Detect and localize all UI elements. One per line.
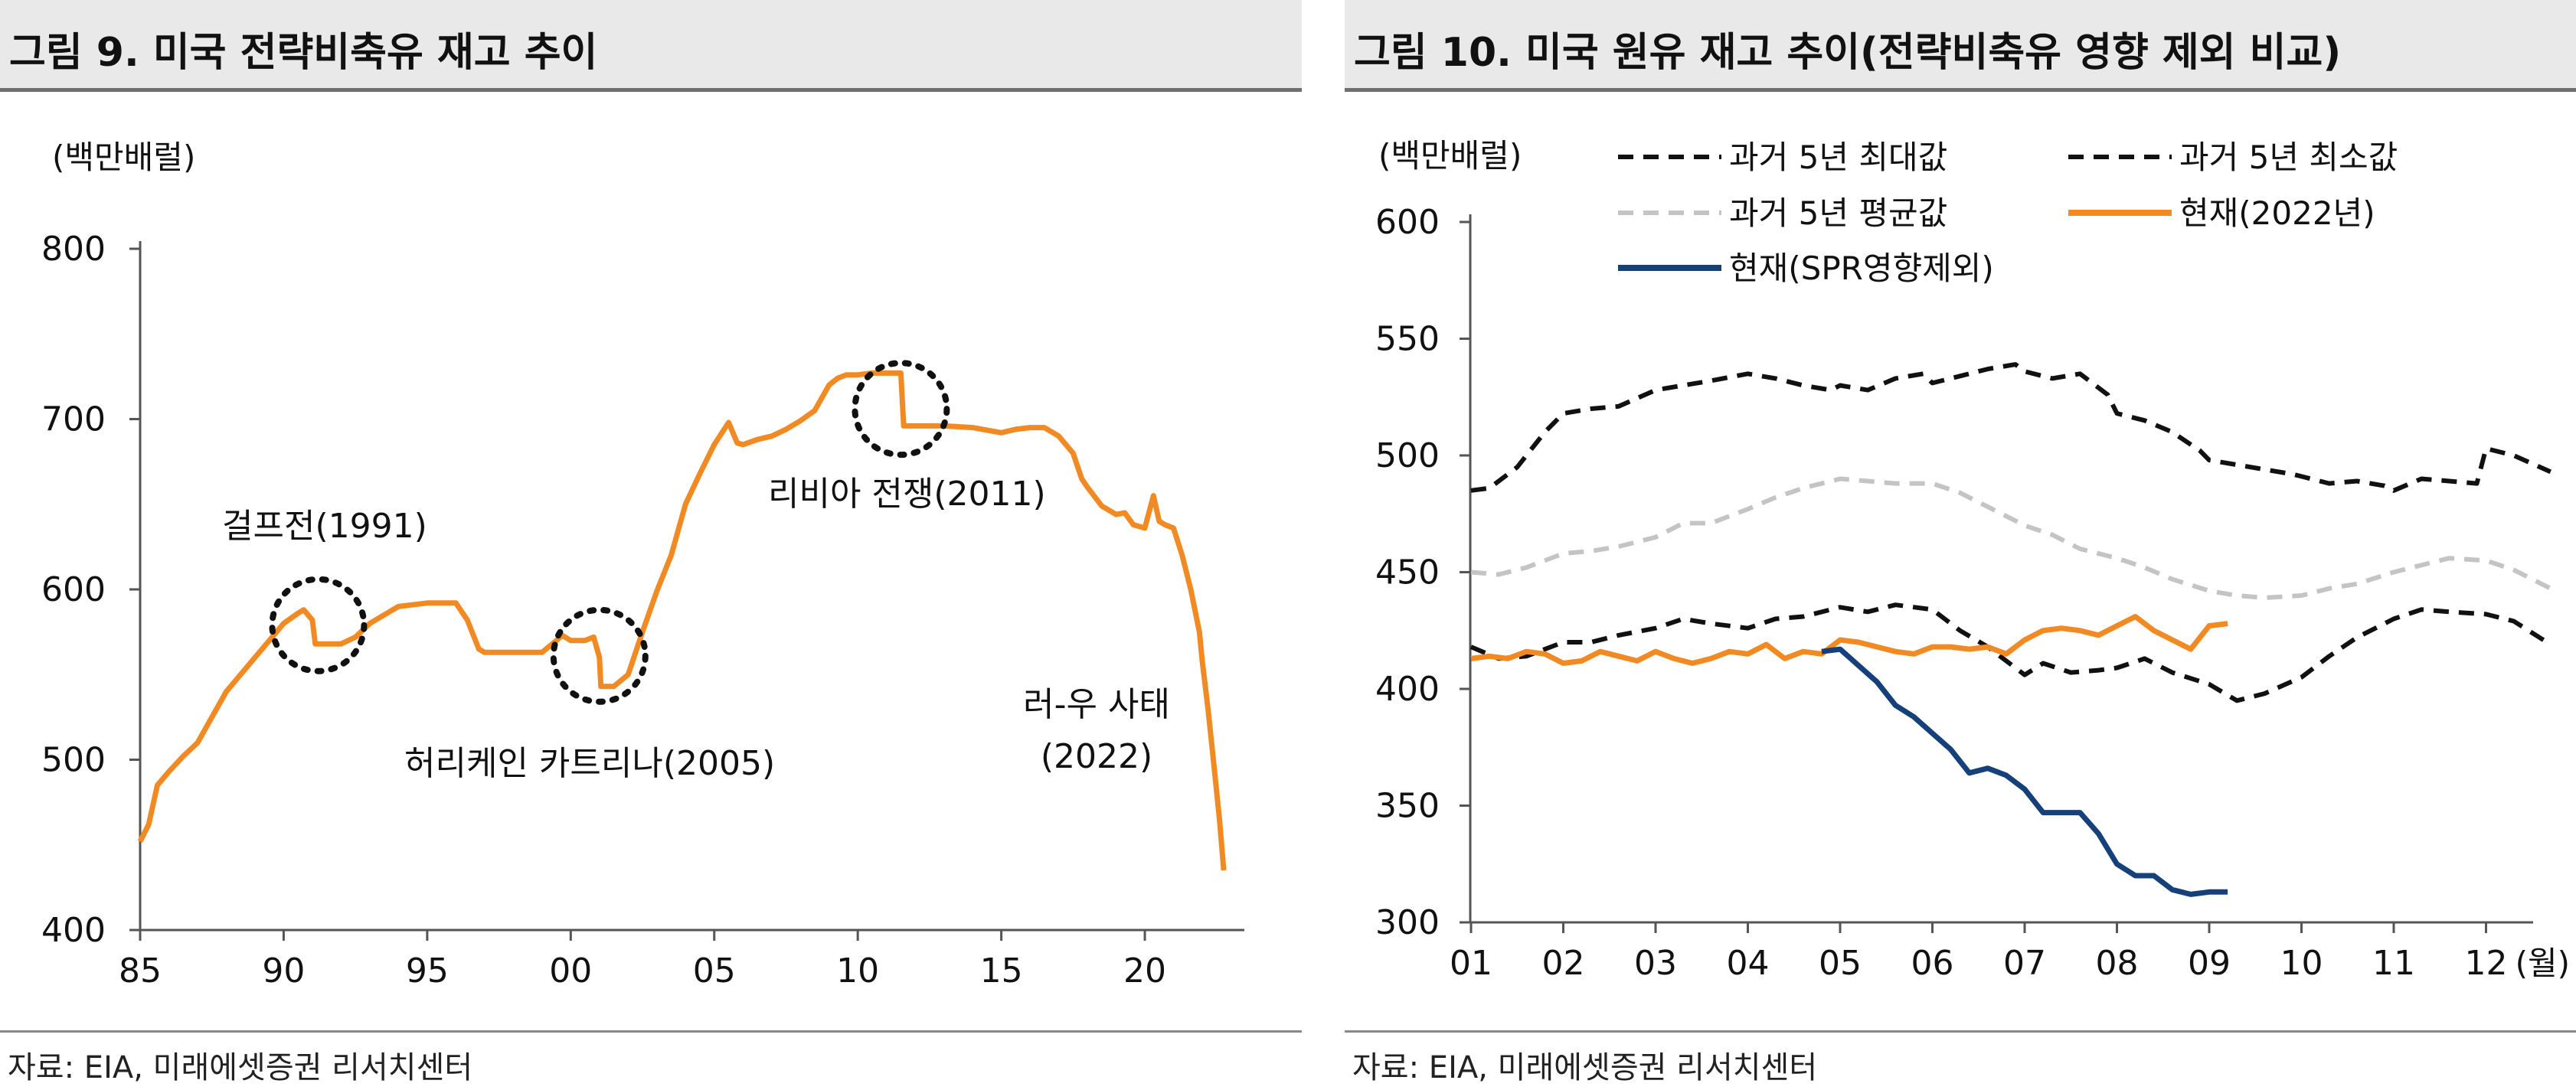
x-tick-label: 12 <box>2465 944 2508 983</box>
left-title-bar: 그림 9. 미국 전략비축유 재고 추이 <box>0 0 1302 92</box>
legend-label: 현재(SPR영향제외) <box>1729 250 1994 287</box>
x-tick-label: 90 <box>262 951 305 990</box>
x-tick-label: 08 <box>2096 944 2139 983</box>
x-tick-label: 02 <box>1542 944 1585 983</box>
left-chart-panel: 그림 9. 미국 전략비축유 재고 추이 400 500 600 700 800 85 90… <box>0 0 1302 1085</box>
y-tick-label: 500 <box>41 741 106 780</box>
x-tick-label: 85 <box>119 951 162 990</box>
y-tick-label: 450 <box>1375 553 1440 592</box>
spr-inventory-line <box>137 370 1227 871</box>
x-tick-label: 07 <box>2003 944 2046 983</box>
spr-inventory-chart: 400 500 600 700 800 85 90 95 00 05 10 15 20 (백만배럴) 걸프전… <box>41 139 1244 990</box>
gulf-war-label: 걸프전(1991) <box>222 507 427 546</box>
x-tick-label: 09 <box>2188 944 2231 983</box>
right-chart-panel: 그림 10. 미국 원유 재고 추이(전략비축유 영향 제외 비교) 300 35… <box>1345 0 2576 1090</box>
libya-war-label: 리비아 전쟁(2011) <box>768 475 1046 514</box>
y-tick-label: 800 <box>41 230 106 269</box>
event-highlight-circle-2 <box>550 606 649 705</box>
russia-ukraine-label: 러-우 사태 <box>1023 685 1170 724</box>
right-chart-title: 그림 10. 미국 원유 재고 추이(전략비축유 영향 제외 비교) <box>1354 30 2342 76</box>
crude-inventory-chart: 300 350 400 450 500 550 600 01 02 03 04 05 06 07 08 09 1… <box>1375 137 2570 983</box>
left-source-note: 자료: EIA, 미래에셋증권 리서치센터 <box>8 1050 473 1085</box>
y-tick-label: 500 <box>1375 436 1440 475</box>
x-tick-label: 11 <box>2372 944 2415 983</box>
series-line-2 <box>1469 602 2552 703</box>
x-tick-label: 20 <box>1123 951 1166 990</box>
series-line-5 <box>1821 646 2228 897</box>
x-tick-label: 03 <box>1634 944 1677 983</box>
right-title-bar: 그림 10. 미국 원유 재고 추이(전략비축유 영향 제외 비교) <box>1345 0 2576 92</box>
legend-label: 과거 5년 최대값 <box>1729 139 1947 176</box>
left-source-divider <box>0 1030 1302 1033</box>
legend-label: 과거 5년 최소값 <box>2179 139 2398 176</box>
x-tick-label: 05 <box>693 951 736 990</box>
right-source-divider <box>1345 1030 2576 1033</box>
left-unit-label: (백만배럴) <box>52 139 195 176</box>
legend-label: 과거 5년 평균값 <box>1729 194 1947 232</box>
x-tick-label: 00 <box>549 951 592 990</box>
right-source-note: 자료: EIA, 미래에셋증권 리서치센터 <box>1352 1050 1818 1085</box>
y-tick-label: 300 <box>1375 903 1440 942</box>
x-tick-label: 04 <box>1727 944 1770 983</box>
y-tick-label: 600 <box>1375 203 1440 242</box>
x-tick-label: 10 <box>836 951 879 990</box>
right-unit-label: (백만배럴) <box>1378 137 1522 175</box>
y-tick-label: 550 <box>1375 320 1440 359</box>
y-tick-label: 350 <box>1375 787 1440 826</box>
x-unit-label: (월) <box>2516 945 2570 982</box>
left-chart-title: 그림 9. 미국 전략비축유 재고 추이 <box>9 30 598 76</box>
x-tick-label: 95 <box>406 951 449 990</box>
x-tick-label: 15 <box>980 951 1023 990</box>
y-tick-label: 600 <box>41 570 106 609</box>
katrina-label: 허리케인 카트리나(2005) <box>404 744 775 783</box>
legend-label: 현재(2022년) <box>2179 194 2375 232</box>
x-tick-label: 06 <box>1911 944 1954 983</box>
y-tick-label: 700 <box>41 400 106 439</box>
x-tick-label: 10 <box>2280 944 2323 983</box>
x-tick-label: 01 <box>1450 944 1492 983</box>
series-line-4 <box>1470 614 2228 666</box>
y-tick-label: 400 <box>41 911 106 950</box>
series-line-1 <box>1470 362 2552 493</box>
russia-ukraine-year-label: (2022) <box>1041 737 1152 776</box>
event-highlight-circle-3 <box>852 360 950 459</box>
x-tick-label: 05 <box>1819 944 1862 983</box>
series-line-3 <box>1470 476 2552 600</box>
event-highlight-circle-1 <box>269 576 368 674</box>
y-tick-label: 400 <box>1375 670 1440 709</box>
